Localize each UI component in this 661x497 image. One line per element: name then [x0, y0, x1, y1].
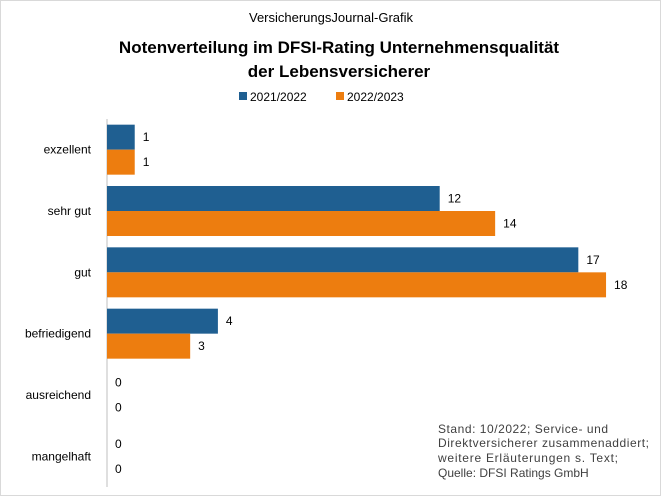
data-label-0-0: 1 [143, 130, 150, 144]
bar-1-1 [107, 211, 496, 236]
bar-1-2 [107, 272, 607, 298]
bar-1-0 [107, 149, 135, 175]
chart-title-line-1: Notenverteilung im DFSI-Rating Unternehm… [119, 38, 559, 57]
category-label-2: gut [74, 265, 91, 279]
note-line-4: Quelle: DFSI Ratings GmbH [438, 466, 589, 480]
chart-source-label: VersicherungsJournal-Grafik [249, 10, 414, 25]
category-label-5: mangelhaft [32, 449, 92, 463]
data-label-1-5: 0 [115, 462, 122, 476]
bar-0-2 [107, 247, 579, 273]
data-label-0-5: 0 [115, 437, 122, 451]
bar-0-3 [107, 308, 218, 334]
note-line-3: weitere Erläuterungen s. Text; [437, 451, 618, 465]
category-label-4: ausreichend [26, 388, 91, 402]
category-label-0: exzellent [44, 143, 92, 157]
data-label-1-4: 0 [115, 401, 122, 415]
category-label-1: sehr gut [48, 204, 92, 218]
data-label-1-1: 14 [503, 217, 517, 231]
data-label-1-0: 1 [143, 155, 150, 169]
bar-1-3 [107, 333, 191, 359]
data-label-1-2: 18 [614, 278, 628, 292]
legend: 2021/2022 2022/2023 [239, 90, 404, 104]
bar-0-0 [107, 124, 135, 150]
chart-title-line-2: der Lebensversicherer [248, 62, 431, 81]
category-label-3: befriedigend [25, 327, 91, 341]
legend-label-2021-2022: 2021/2022 [250, 90, 307, 104]
note-line-1: Stand: 10/2022; Service- und [438, 422, 608, 436]
data-label-1-3: 3 [198, 339, 205, 353]
data-label-0-4: 0 [115, 376, 122, 390]
legend-swatch-2021-2022 [239, 92, 247, 100]
data-label-0-2: 17 [586, 253, 600, 267]
data-label-0-1: 12 [448, 192, 462, 206]
data-label-0-3: 4 [226, 314, 233, 328]
note-line-2: Direktversicherer zusammenaddiert; [438, 436, 649, 450]
legend-label-2022-2023: 2022/2023 [347, 90, 404, 104]
bar-0-1 [107, 186, 440, 211]
plot-area: exzellent 1 1 sehr gut 12 14 gut 17 18 befriedige… [25, 119, 628, 487]
legend-swatch-2022-2023 [336, 92, 344, 100]
